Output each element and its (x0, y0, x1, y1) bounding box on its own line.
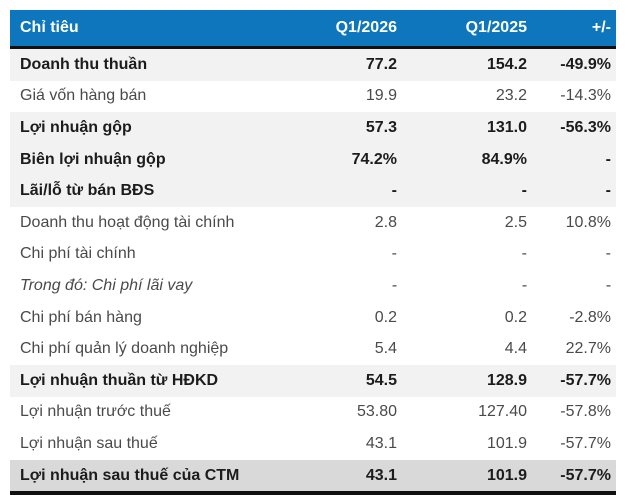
row-label: Doanh thu thuần (10, 47, 322, 81)
row-label: Chi phí bán hàng (10, 301, 322, 334)
row-value: -57.8% (532, 396, 616, 429)
row-value: -57.7% (532, 459, 616, 494)
row-label: Chi phí tài chính (10, 238, 322, 271)
table-row: Giá vốn hàng bán 19.9 23.2 -14.3% (10, 80, 616, 113)
financial-results-table: Chỉ tiêu Q1/2026 Q1/2025 +/- Doanh thu t… (10, 10, 616, 495)
row-value: 127.40 (402, 396, 532, 429)
row-value: -2.8% (532, 301, 616, 334)
table-row: Lợi nhuận sau thuế của CTM 43.1 101.9 -57.7… (10, 459, 616, 494)
row-value: - (402, 175, 532, 207)
row-value: - (532, 238, 616, 271)
row-value: 10.8% (532, 206, 616, 239)
row-value: 43.1 (322, 459, 402, 494)
row-value: 84.9% (402, 143, 532, 176)
row-label: Lợi nhuận sau thuế (10, 428, 322, 460)
table-row: Lợi nhuận thuần từ HĐKD 54.5 128.9 -57.7% (10, 364, 616, 397)
table-row: Lợi nhuận gộp 57.3 131.0 -56.3% (10, 112, 616, 144)
row-value: 0.2 (402, 301, 532, 334)
row-value: 101.9 (402, 459, 532, 494)
row-label: Biên lợi nhuận gộp (10, 143, 322, 176)
row-value: 131.0 (402, 112, 532, 144)
row-value: 77.2 (322, 47, 402, 81)
row-value: 57.3 (322, 112, 402, 144)
row-label: Giá vốn hàng bán (10, 80, 322, 113)
row-value: -14.3% (532, 80, 616, 113)
quarterly-income-statement: Chỉ tiêu Q1/2026 Q1/2025 +/- Doanh thu t… (10, 10, 616, 495)
header-row: Chỉ tiêu Q1/2026 Q1/2025 +/- (10, 10, 616, 49)
row-value: -57.7% (532, 364, 616, 397)
row-value: 0.2 (322, 301, 402, 334)
row-label: Lợi nhuận trước thuế (10, 396, 322, 429)
table-header: Chỉ tiêu Q1/2026 Q1/2025 +/- (10, 10, 616, 49)
header-cell-criteria: Chỉ tiêu (10, 10, 322, 49)
row-value: 19.9 (322, 80, 402, 113)
row-value: 23.2 (402, 80, 532, 113)
row-value: 154.2 (402, 47, 532, 81)
row-value: - (532, 270, 616, 302)
row-value: 5.4 (322, 333, 402, 365)
table-row: Lãi/lỗ từ bán BĐS - - - (10, 175, 616, 207)
header-cell-q1-2026: Q1/2026 (322, 10, 402, 49)
row-value: 4.4 (402, 333, 532, 365)
row-value: 2.5 (402, 206, 532, 239)
row-value: -49.9% (532, 47, 616, 81)
row-value: 54.5 (322, 364, 402, 397)
row-value: - (532, 175, 616, 207)
table-body: Doanh thu thuần 77.2 154.2 -49.9% Giá vốn hà… (10, 47, 616, 494)
row-value: 53.80 (322, 396, 402, 429)
header-cell-q1-2025: Q1/2025 (402, 10, 532, 49)
table-row: Chi phí quản lý doanh nghiệp 5.4 4.4 22.7% (10, 333, 616, 365)
table-row: Trong đó: Chi phí lãi vay - - - (10, 270, 616, 302)
row-value: 74.2% (322, 143, 402, 176)
table-row: Lợi nhuận sau thuế 43.1 101.9 -57.7% (10, 428, 616, 460)
row-value: 101.9 (402, 428, 532, 460)
row-value: 128.9 (402, 364, 532, 397)
row-value: -57.7% (532, 428, 616, 460)
row-label: Doanh thu hoạt động tài chính (10, 206, 322, 239)
row-value: - (322, 238, 402, 271)
header-cell-change: +/- (532, 10, 616, 49)
row-value: 22.7% (532, 333, 616, 365)
row-value: - (532, 143, 616, 176)
table-row: Doanh thu hoạt động tài chính 2.8 2.5 10.8% (10, 206, 616, 239)
row-label: Lãi/lỗ từ bán BĐS (10, 175, 322, 207)
row-label: Lợi nhuận gộp (10, 112, 322, 144)
table-row: Doanh thu thuần 77.2 154.2 -49.9% (10, 47, 616, 81)
row-label: Chi phí quản lý doanh nghiệp (10, 333, 322, 365)
table-row: Chi phí bán hàng 0.2 0.2 -2.8% (10, 301, 616, 334)
table-row: Chi phí tài chính - - - (10, 238, 616, 271)
row-value: 43.1 (322, 428, 402, 460)
row-label: Lợi nhuận sau thuế của CTM (10, 459, 322, 494)
row-value: - (402, 270, 532, 302)
row-label: Trong đó: Chi phí lãi vay (10, 270, 322, 302)
table-row: Biên lợi nhuận gộp 74.2% 84.9% - (10, 143, 616, 176)
table-row: Lợi nhuận trước thuế 53.80 127.40 -57.8% (10, 396, 616, 429)
row-label: Lợi nhuận thuần từ HĐKD (10, 364, 322, 397)
row-value: -56.3% (532, 112, 616, 144)
row-value: - (322, 270, 402, 302)
row-value: 2.8 (322, 206, 402, 239)
row-value: - (402, 238, 532, 271)
row-value: - (322, 175, 402, 207)
